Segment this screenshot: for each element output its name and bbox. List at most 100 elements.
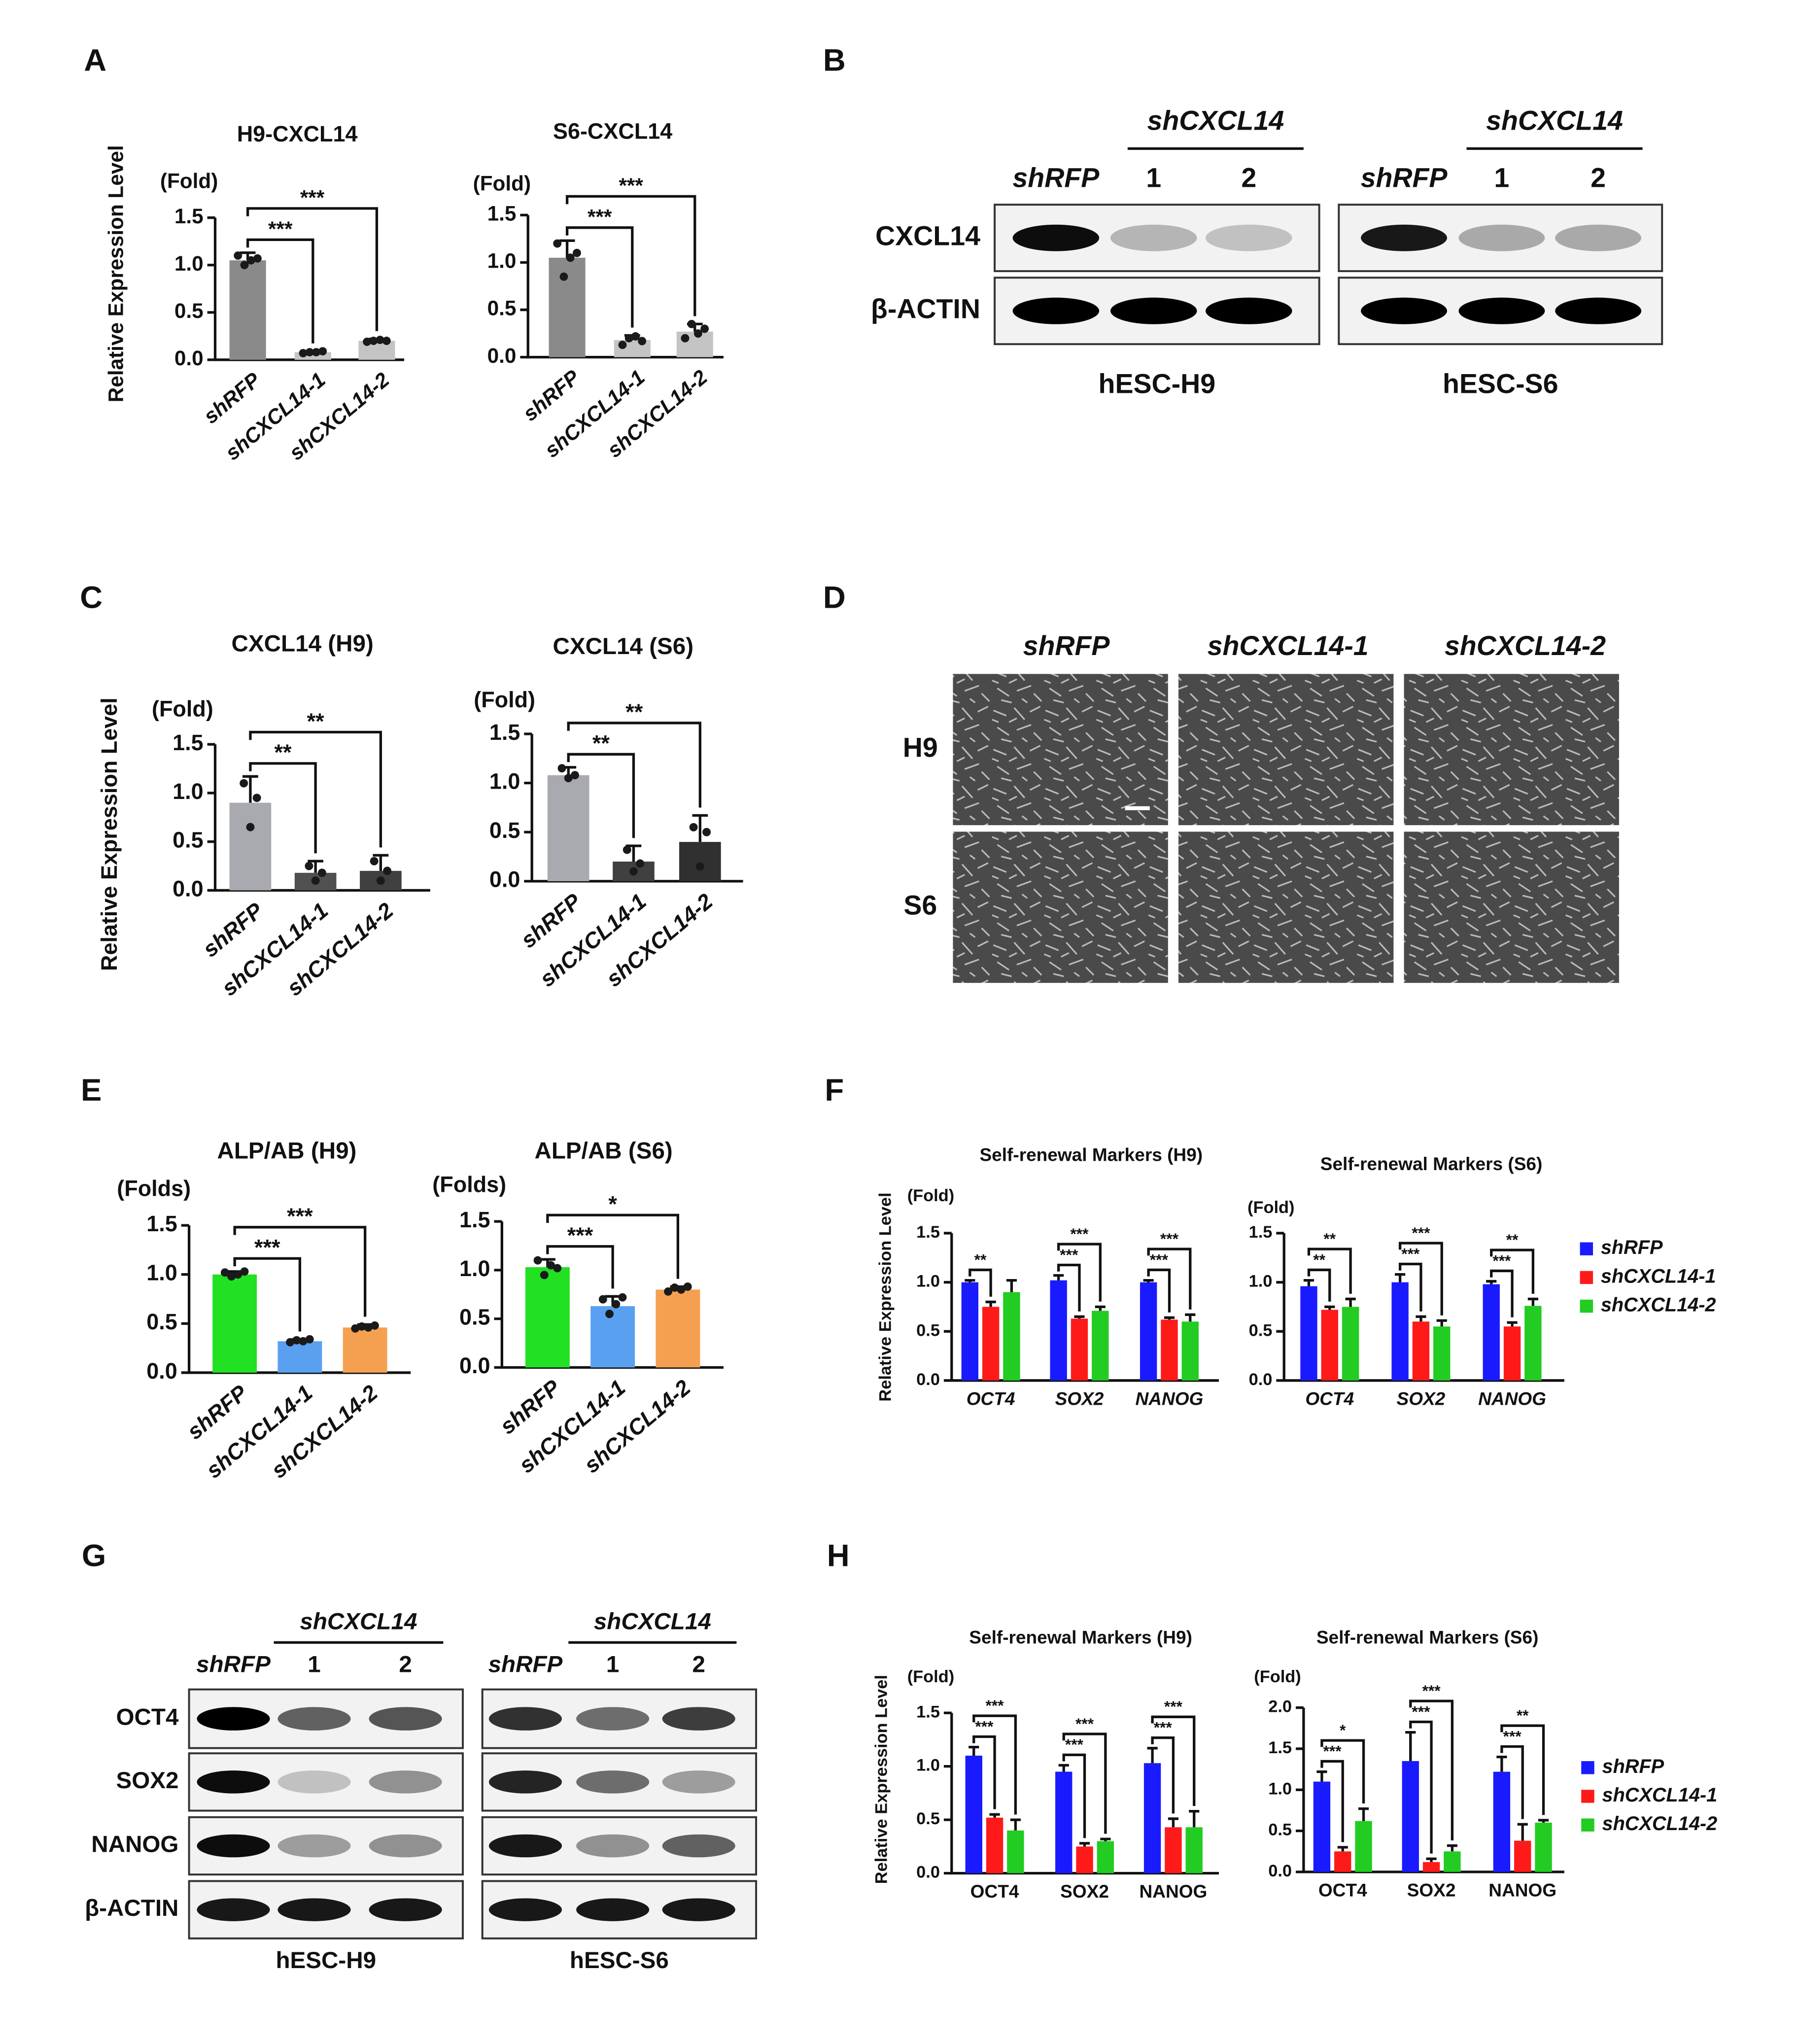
bar [1355,1821,1372,1872]
chart-title: CXCL14 (H9) [232,631,374,657]
data-point [702,828,711,836]
error-bar [1337,1846,1348,1852]
micrograph [1178,831,1394,983]
significance-bracket [249,730,382,848]
significance-label: ** [974,1250,987,1268]
blot-band [488,1898,562,1921]
bar [1514,1840,1531,1872]
blot-row-label: OCT4 [116,1704,179,1731]
blot-lane-label: 1 [308,1652,320,1678]
chart-title: H9-CXCL14 [237,121,358,146]
x-tick-label: OCT4 [970,1881,1019,1902]
error-bar [1345,1297,1356,1307]
legend-swatch [1581,1818,1594,1832]
bar [525,1267,570,1368]
significance-label: *** [1323,1742,1342,1760]
significance-bracket [565,195,696,316]
unit-label: (Folds) [432,1172,506,1197]
data-point [695,862,704,871]
blot-band [1012,224,1100,251]
blot-band [1361,297,1447,324]
unit-label: (Fold) [907,1667,954,1686]
blot-cell-line: hESC-H9 [276,1947,376,1974]
micrograph-column-label: shRFP [1023,630,1110,661]
significance-label: *** [300,186,325,209]
bar [1165,1827,1182,1873]
blot-row-label: CXCL14 [875,220,980,251]
error-bar [1053,1274,1064,1281]
significance-label: *** [1060,1246,1078,1263]
data-point [369,337,378,345]
data-point [572,248,581,257]
panel-letter: D [823,580,846,615]
data-point [364,1323,373,1332]
data-point [371,1321,379,1330]
significance-bracket [969,1268,992,1297]
data-point [240,1267,249,1276]
y-axis-label: Relative Expression Level [876,1192,895,1401]
y-tick-label: 1.5 [1249,1223,1273,1242]
legend-label: shCXCL14-2 [1602,1813,1718,1835]
blot-band [662,1770,735,1794]
y-tick-label: 1.5 [916,1223,940,1242]
y-tick-label: 1.5 [1268,1738,1292,1757]
data-point [240,779,248,788]
blot-lane-label: shRFP [1012,163,1100,193]
blot-group-label: shCXCL14 [1147,105,1284,136]
data-point [605,1310,614,1318]
panel-letter: C [80,580,103,615]
data-point [357,1322,366,1331]
chart-title: Self-renewal Markers (S6) [1320,1153,1543,1174]
error-bar [1447,1844,1457,1852]
blot-lane-label: 2 [692,1652,705,1678]
blot-group-label: shCXCL14 [300,1608,417,1634]
significance-bracket [1307,1247,1352,1294]
unit-label: (Fold) [160,169,218,192]
data-point [286,1338,295,1347]
blot-band [1361,224,1447,251]
unit-label: (Fold) [1247,1198,1294,1217]
significance-bracket [1057,1263,1081,1312]
legend-label: shRFP [1602,1756,1664,1777]
error-bar [1189,1810,1200,1828]
legend-swatch [1581,1761,1594,1774]
x-tick-label: SOX2 [1055,1388,1104,1409]
data-point [227,1272,236,1281]
y-tick-label: 0.5 [916,1809,940,1828]
data-point [687,319,696,328]
significance-label: *** [1154,1718,1173,1736]
data-point [351,1324,360,1333]
bar [1092,1311,1109,1381]
blot-lane-label: shRFP [1361,163,1448,193]
data-point [566,253,575,262]
y-tick-label: 0.0 [916,1863,940,1882]
bar [1181,1321,1199,1381]
data-point [683,1282,692,1291]
legend-swatch [1580,1242,1593,1255]
y-tick-label: 0.5 [459,1305,490,1330]
axes [526,215,724,359]
data-point [292,1336,301,1345]
significance-label: *** [254,1235,280,1260]
significance-label: *** [1503,1727,1522,1745]
data-point [540,1271,549,1280]
chart-title: ALP/AB (S6) [534,1138,672,1164]
chart-title: CXCL14 (S6) [553,633,693,659]
blot-band [369,1770,442,1794]
legend-label: shCXCL14-1 [1601,1265,1716,1287]
data-point [376,336,384,345]
bar [1097,1841,1114,1873]
data-point [305,1335,314,1344]
error-bar [1185,1313,1196,1322]
significance-bracket [972,1735,996,1809]
bar [1483,1284,1500,1381]
y-tick-label: 0.5 [1268,1821,1292,1839]
x-tick-label: SOX2 [1060,1881,1109,1902]
bar [1185,1827,1203,1873]
y-tick-label: 0.0 [174,346,204,370]
blot-band [277,1834,351,1858]
panel-letter: F [825,1073,844,1108]
y-tick-label: 1.5 [173,730,204,755]
legend-swatch [1580,1271,1593,1284]
